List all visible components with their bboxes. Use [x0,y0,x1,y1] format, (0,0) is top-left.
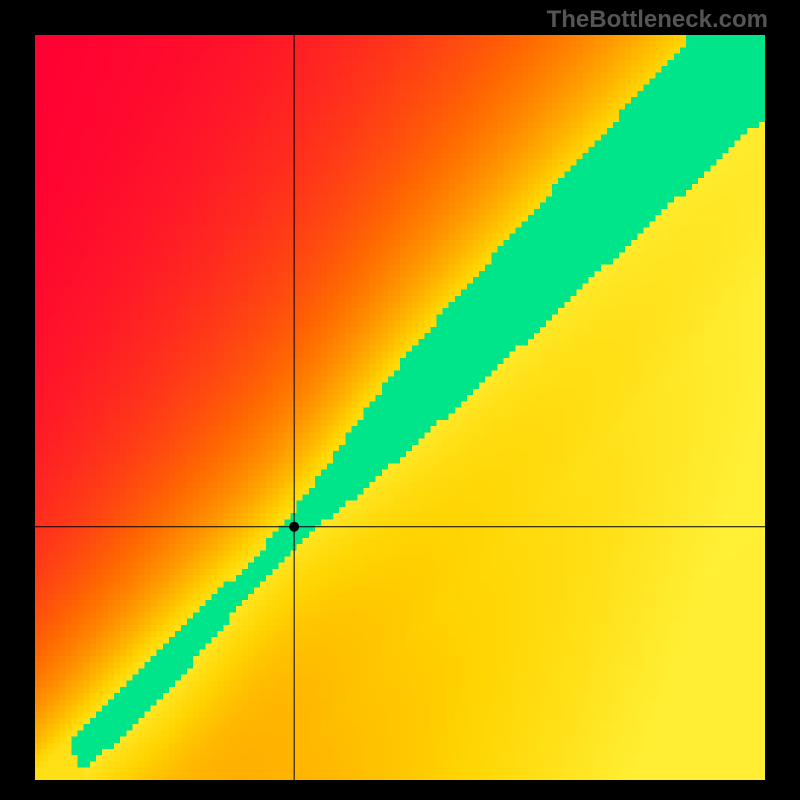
bottleneck-heatmap [35,35,765,780]
chart-root: TheBottleneck.com [0,0,800,800]
watermark-text: TheBottleneck.com [547,6,768,34]
